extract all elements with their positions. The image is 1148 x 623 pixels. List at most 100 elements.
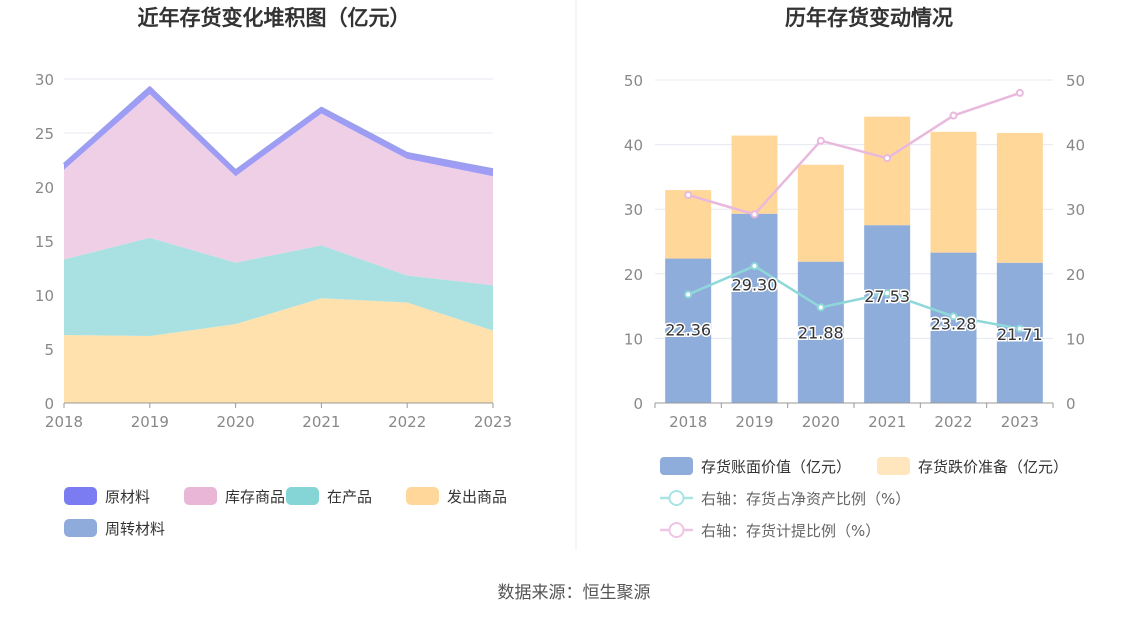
right-y-tick-label: 40 — [624, 137, 643, 155]
right-y2-tick-label: 0 — [1066, 395, 1076, 413]
line-series-1 — [687, 91, 1021, 216]
right-legend-label: 右轴：存货计提比例（%） — [701, 522, 880, 540]
line-point-1 — [883, 154, 892, 163]
right-axes: 0 10 20 30 40 50 0 10 20 30 40 50 2018 2019 2020 2021 20… — [624, 72, 1085, 431]
left-y-tick-label: 15 — [35, 233, 54, 251]
left-area-series — [63, 86, 494, 403]
right-x-tick-label: 2021 — [868, 413, 906, 431]
right-y2-tick-label: 20 — [1066, 266, 1085, 284]
right-x-tick-label: 2020 — [802, 413, 840, 431]
bar-impairment — [996, 132, 1043, 263]
bar-book-value — [797, 261, 844, 403]
right-gridlines — [655, 79, 1053, 339]
bar-value-label: 29.30 — [732, 276, 778, 295]
bar-impairment — [930, 131, 977, 253]
line-point-1 — [1015, 88, 1024, 97]
bar-book-value — [930, 252, 977, 403]
right-legend: 存货账面价值（亿元） 存货跌价准备（亿元） 右轴：存货占净资产比例（%） 右轴：存货计… — [660, 457, 1068, 540]
area-1 — [64, 237, 493, 337]
line-point-0 — [883, 289, 892, 298]
line-point-1 — [684, 190, 693, 199]
area-2 — [64, 94, 493, 286]
right-x-tick-label: 2023 — [1001, 413, 1039, 431]
right-y2-tick-label: 40 — [1066, 137, 1085, 155]
bar-impairment — [797, 164, 844, 262]
right-y2-tick-label: 10 — [1066, 330, 1085, 348]
left-legend-label: 周转材料 — [105, 520, 165, 538]
left-y-tick-label: 20 — [35, 179, 54, 197]
left-y-tick-label: 25 — [35, 125, 54, 143]
left-legend-swatch — [286, 487, 319, 505]
left-x-tick-label: 2019 — [131, 413, 169, 431]
line-point-0 — [1015, 324, 1024, 333]
line-point-0 — [816, 303, 825, 312]
bar-impairment — [864, 116, 911, 226]
line-point-0 — [949, 312, 958, 321]
line-point-1 — [949, 111, 958, 120]
area-4 — [64, 87, 493, 171]
right-y-tick-label: 30 — [624, 201, 643, 219]
right-legend-marker — [668, 490, 685, 506]
right-legend-marker — [668, 522, 685, 538]
left-y-tick-label: 5 — [44, 341, 54, 359]
area-0 — [64, 298, 493, 403]
left-x-tick-label: 2021 — [302, 413, 340, 431]
left-x-tick-label: 2023 — [474, 413, 512, 431]
right-y-tick-label: 10 — [624, 330, 643, 348]
right-legend-label: 存货账面价值（亿元） — [701, 458, 851, 476]
left-legend-label: 原材料 — [105, 488, 150, 506]
line-point-1 — [816, 136, 825, 145]
left-legend-label: 在产品 — [327, 488, 372, 506]
bar-impairment — [731, 135, 778, 214]
left-y-tick-label: 30 — [35, 71, 54, 89]
left-legend-swatch — [64, 519, 97, 537]
right-y-tick-label: 20 — [624, 266, 643, 284]
source-note: 数据来源：恒生聚源 — [498, 583, 651, 603]
left-chart-title: 近年存货变化堆积图（亿元） — [138, 6, 411, 30]
left-x-tick-label: 2020 — [217, 413, 255, 431]
bar-value-label: 21.88 — [798, 324, 844, 343]
left-legend-swatch — [406, 487, 439, 505]
line-point-1 — [750, 210, 759, 219]
left-x-tick-label: 2018 — [45, 413, 83, 431]
right-y2-tick-label: 30 — [1066, 201, 1085, 219]
right-legend-swatch — [660, 457, 693, 475]
bar-book-value — [665, 258, 712, 403]
bar-value-label: 21.71 — [997, 325, 1043, 344]
left-legend-swatch — [184, 487, 217, 505]
right-bar-labels: 22.36 29.30 21.88 27.53 23.28 21.71 — [664, 274, 1044, 345]
bar-book-value — [996, 262, 1043, 403]
right-line-series — [684, 88, 1024, 333]
bar-value-label: 27.53 — [864, 287, 910, 306]
left-stacked-area-chart: 近年存货变化堆积图（亿元） 0 5 10 15 20 25 30 2018 2019 2020 20… — [35, 6, 512, 538]
right-bar-series — [665, 116, 1043, 403]
line-point-0 — [684, 290, 693, 299]
left-axes: 0 5 10 15 20 25 30 2018 2019 2020 2021 2022 2023 — [35, 71, 512, 431]
right-x-tick-label: 2019 — [735, 413, 773, 431]
line-point-0 — [750, 262, 759, 271]
right-chart-title: 历年存货变动情况 — [785, 6, 953, 30]
left-x-tick-label: 2022 — [388, 413, 426, 431]
right-y-tick-label: 50 — [624, 72, 643, 90]
left-y-tick-label: 10 — [35, 287, 54, 305]
left-legend-swatch — [64, 487, 97, 505]
right-legend-label: 存货跌价准备（亿元） — [918, 458, 1068, 476]
line-series-0 — [687, 264, 1021, 330]
bar-value-label: 23.28 — [931, 315, 977, 334]
left-legend-label: 发出商品 — [447, 488, 507, 506]
right-x-tick-label: 2022 — [934, 413, 972, 431]
right-legend-swatch — [877, 457, 910, 475]
left-legend-label: 库存商品 — [225, 488, 285, 506]
bar-book-value — [731, 213, 778, 403]
right-y2-tick-label: 50 — [1066, 72, 1085, 90]
right-bar-line-chart: 历年存货变动情况 22.3629.3021.8827.5323.2821.71 … — [624, 6, 1085, 540]
right-y-tick-label: 0 — [633, 395, 643, 413]
right-x-tick-label: 2018 — [669, 413, 707, 431]
bar-impairment — [665, 190, 712, 259]
bar-book-value — [864, 225, 911, 403]
left-y-tick-label: 0 — [44, 395, 54, 413]
right-legend-label: 右轴：存货占净资产比例（%） — [701, 490, 910, 508]
bar-value-label: 22.36 — [665, 321, 711, 340]
